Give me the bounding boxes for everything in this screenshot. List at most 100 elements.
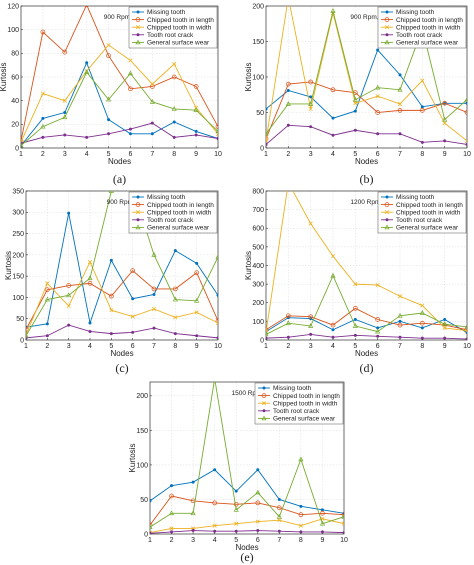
data-point [352,323,358,328]
data-point [87,275,93,281]
data-point [87,260,93,265]
data-point [353,128,357,132]
legend-entry: Tooth root crack [396,217,443,224]
legend-marker [384,210,390,215]
data-point [331,116,335,120]
data-point [215,254,218,259]
data-point [194,133,198,137]
data-point [67,323,71,327]
data-point [109,258,113,262]
series-line-1 [266,307,467,331]
legend-entry: Chipped tooth in width [396,209,461,216]
data-point [420,326,424,330]
series-line-4 [21,71,218,146]
x-tick-label: 5 [353,151,357,158]
legend-marker [385,195,389,199]
data-point [419,310,425,315]
data-point [276,505,282,511]
x-tick-label: 6 [128,151,132,158]
series-line-0 [266,49,467,119]
series-line-2 [150,518,344,534]
data-point [330,87,336,93]
data-point [308,314,314,320]
legend-entry: Chipped tooth in length [396,202,463,209]
x-tick-label: 1 [24,343,28,350]
series-line-0 [150,469,344,514]
data-point [127,70,134,76]
data-point [213,468,217,472]
legend-entry: Missing tooth [273,385,312,392]
x-tick-label: 9 [443,151,447,158]
data-point [45,322,49,326]
series-line-2 [266,6,467,142]
data-point [398,335,402,339]
data-point [420,78,425,83]
data-point [109,308,114,313]
legend-entry: Missing tooth [396,194,435,201]
y-tick-label: 60 [11,74,19,81]
data-point [150,82,155,87]
data-point [341,513,344,519]
y-tick-label: 150 [252,39,264,46]
data-point [464,324,467,329]
legend-marker [262,409,266,413]
y-axis-label: Kurtosis [4,251,13,280]
legend-entry: Chipped tooth in length [147,202,214,209]
legend-marker [261,401,267,406]
series-line-2 [266,191,467,333]
data-point [170,530,174,534]
data-point [266,107,268,111]
data-point [398,132,402,136]
data-point [330,272,336,278]
x-tick-label: 5 [353,343,357,350]
y-axis-label: Kurtosis [128,444,137,473]
y-tick-label: 600 [252,226,264,233]
x-tick-label: 7 [277,537,281,544]
data-point [212,523,217,528]
data-point [168,510,175,516]
data-point [442,121,447,126]
data-point [106,42,111,48]
data-point [191,529,195,533]
data-point [45,334,49,338]
legend-entry: Tooth root crack [147,217,194,224]
series-line-1 [150,495,344,526]
data-point [352,96,358,102]
data-point [216,336,218,340]
legend-entry: Missing tooth [147,194,186,201]
x-tick-label: 6 [131,343,135,350]
data-point [353,109,357,113]
legend-marker [136,10,140,14]
data-point [172,61,177,67]
y-tick-label: 350 [12,188,24,195]
data-point [285,81,291,87]
data-point [215,128,218,134]
series-line-4 [150,382,344,528]
data-point [215,318,218,324]
legend-marker [261,393,267,398]
series-line-4 [266,274,467,335]
data-point [171,106,177,111]
x-tick-label: 10 [214,151,222,158]
legend-entry: Chipped tooth in length [396,17,463,24]
y-tick-label: 0 [15,145,19,152]
y-axis-label: Kurtosis [0,63,8,92]
data-point [442,116,448,122]
data-point [173,332,177,336]
data-point [308,323,314,328]
data-point [66,283,72,288]
legend-entry: Tooth root crack [147,32,194,39]
data-point [152,292,156,296]
data-point [194,129,198,133]
series-line-3 [266,333,467,340]
data-point [44,287,50,293]
data-point [233,501,239,507]
data-point [150,522,153,528]
legend-entry: Missing tooth [396,9,435,16]
legend-marker [262,386,266,390]
data-point [21,142,24,148]
legend-entry: Chipped tooth in width [147,24,212,31]
data-point [40,91,45,96]
y-tick-label: 250 [12,231,24,238]
